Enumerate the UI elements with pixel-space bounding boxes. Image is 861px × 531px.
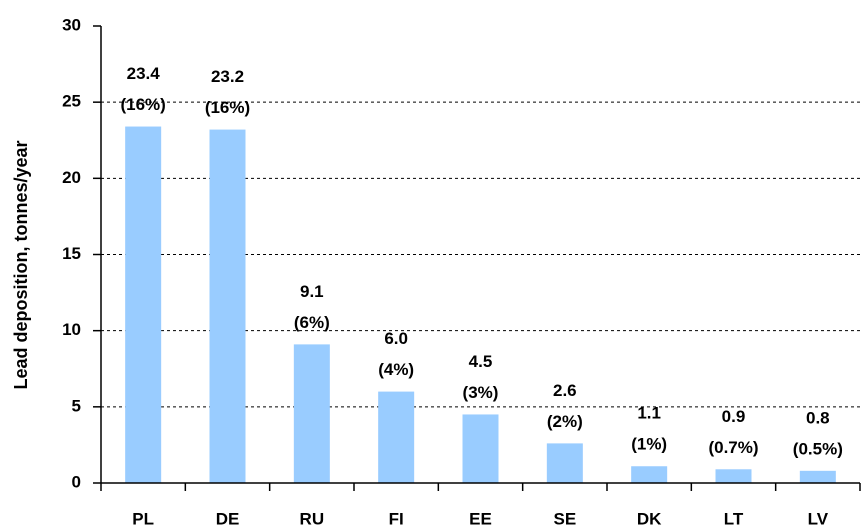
y-tick-label: 0 [72, 472, 81, 491]
share-label: (1%) [631, 435, 667, 454]
y-tick-label: 15 [62, 244, 81, 263]
x-tick-label: FI [389, 509, 404, 528]
x-tick-label: DE [216, 509, 240, 528]
bar [631, 466, 668, 483]
value-label: 0.8 [806, 408, 830, 427]
bar [378, 391, 415, 483]
y-tick-label: 5 [72, 396, 81, 415]
value-label: 6.0 [384, 329, 408, 348]
y-tick-label: 20 [62, 168, 81, 187]
bar [462, 414, 499, 483]
share-label: (16%) [205, 98, 250, 117]
bar [715, 469, 752, 483]
x-tick-label: SE [553, 509, 576, 528]
value-label: 23.4 [127, 64, 161, 83]
value-label: 4.5 [469, 352, 493, 371]
share-label: (2%) [547, 412, 583, 431]
y-axis-label: Lead deposition, tonnes/year [11, 140, 31, 389]
y-tick-label: 30 [62, 15, 81, 34]
x-tick-label: LV [808, 509, 829, 528]
x-tick-label: RU [300, 509, 325, 528]
value-label: 0.9 [722, 407, 746, 426]
value-label: 2.6 [553, 381, 577, 400]
x-tick-label: EE [469, 509, 492, 528]
value-label: 23.2 [211, 67, 244, 86]
share-label: (0.5%) [793, 439, 843, 458]
value-label: 9.1 [300, 282, 324, 301]
bar [293, 344, 330, 483]
share-label: (3%) [463, 383, 499, 402]
bar [209, 129, 246, 483]
y-tick-label: 25 [62, 92, 81, 111]
x-tick-label: LT [724, 509, 744, 528]
share-label: (0.7%) [708, 438, 758, 457]
bar [799, 470, 836, 483]
x-tick-label: PL [132, 509, 154, 528]
value-label: 1.1 [637, 404, 661, 423]
share-label: (16%) [120, 95, 165, 114]
y-tick-label: 10 [62, 320, 81, 339]
share-label: (6%) [294, 313, 330, 332]
x-tick-label: DK [637, 509, 662, 528]
bar [546, 443, 583, 483]
bar [125, 126, 162, 483]
share-label: (4%) [378, 360, 414, 379]
